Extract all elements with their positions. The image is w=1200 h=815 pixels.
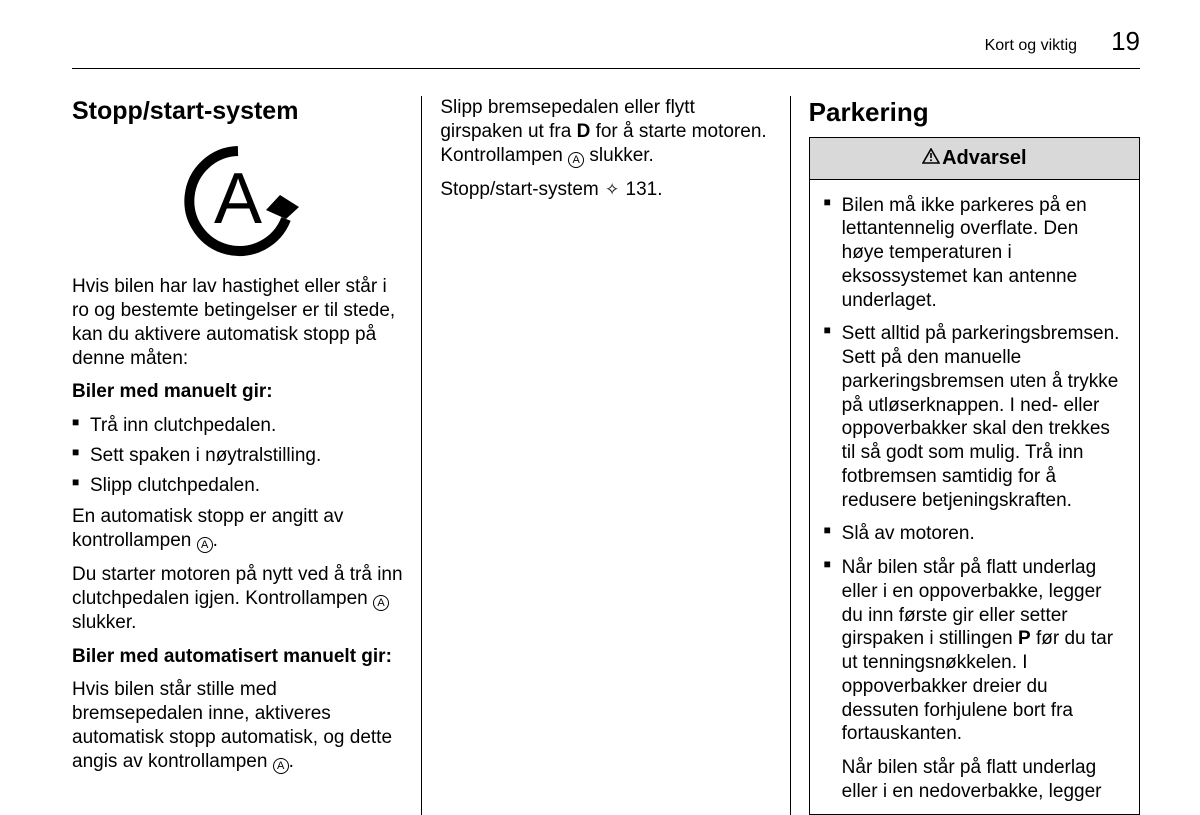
gear-d: D bbox=[577, 121, 591, 142]
warning-box: Advarsel Bilen må ikke parkeres på en le… bbox=[809, 137, 1140, 815]
text: slukker. bbox=[584, 145, 654, 166]
warning-title: Advarsel bbox=[942, 147, 1027, 169]
col2-paragraph-2: Stopp/start-system ✧ 131. bbox=[440, 178, 771, 202]
column-1: Stopp/start-system A Hvis bilen har lav … bbox=[72, 96, 403, 815]
text: slukker. bbox=[72, 612, 136, 633]
manual-gear-list: Trå inn clutchpedalen. Sett spaken i nøy… bbox=[72, 414, 403, 497]
header-title: Kort og viktig bbox=[985, 37, 1077, 55]
column-separator bbox=[421, 96, 422, 815]
page-ref: 131 bbox=[626, 179, 658, 200]
list-item: Slipp clutchpedalen. bbox=[72, 474, 403, 498]
gear-p: P bbox=[1018, 628, 1031, 649]
list-item: Sett alltid på parkeringsbremsen. Sett p… bbox=[824, 322, 1125, 512]
list-item: Slå av motoren. bbox=[824, 522, 1125, 546]
list-item: Bilen må ikke parkeres på en lettantenne… bbox=[824, 194, 1125, 313]
warning-triangle-icon bbox=[922, 146, 940, 171]
text: Stopp/start-system bbox=[440, 179, 604, 200]
warning-tail-text: Når bilen står på flatt underlag eller i… bbox=[824, 756, 1125, 804]
autostop-lamp-icon: A bbox=[273, 758, 289, 774]
text: Du starter motoren på nytt ved å trå inn… bbox=[72, 564, 403, 609]
warning-list: Bilen må ikke parkeres på en lettantenne… bbox=[824, 194, 1125, 747]
column-3: Parkering Advarsel Bilen må ikke parkere… bbox=[809, 96, 1140, 815]
parking-heading: Parkering bbox=[809, 96, 1140, 129]
text: . bbox=[289, 751, 294, 772]
col2-paragraph-1: Slipp bremsepedalen eller flytt girspake… bbox=[440, 96, 771, 168]
text: . bbox=[657, 179, 662, 200]
list-item: Trå inn clutchpedalen. bbox=[72, 414, 403, 438]
warning-body: Bilen må ikke parkeres på en lettantenne… bbox=[810, 180, 1139, 814]
auto-gear-title: Biler med automatisert manuelt gir: bbox=[72, 645, 403, 669]
column-separator bbox=[790, 96, 791, 815]
svg-text:A: A bbox=[214, 159, 262, 239]
auto-gear-text: Hvis bilen står stille med bremsepedalen… bbox=[72, 678, 403, 773]
manual-after-2: Du starter motoren på nytt ved å trå inn… bbox=[72, 563, 403, 635]
page-header: Kort og viktig 19 bbox=[985, 26, 1140, 57]
header-divider bbox=[72, 68, 1140, 69]
warning-header: Advarsel bbox=[810, 138, 1139, 180]
autostop-lamp-icon: A bbox=[568, 152, 584, 168]
manual-gear-title: Biler med manuelt gir: bbox=[72, 380, 403, 404]
autostop-lamp-icon: A bbox=[197, 537, 213, 553]
list-item: Når bilen står på flatt underlag eller i… bbox=[824, 556, 1125, 746]
autostop-lamp-icon: A bbox=[373, 595, 389, 611]
content-columns: Stopp/start-system A Hvis bilen har lav … bbox=[72, 96, 1140, 782]
text: . bbox=[213, 530, 218, 551]
list-item: Sett spaken i nøytralstilling. bbox=[72, 444, 403, 468]
reference-arrow-icon: ✧ bbox=[605, 179, 619, 200]
intro-text: Hvis bilen har lav hastighet eller står … bbox=[72, 275, 403, 370]
page-number: 19 bbox=[1111, 26, 1140, 57]
column-2: Slipp bremsepedalen eller flytt girspake… bbox=[440, 96, 771, 815]
text: Hvis bilen står stille med bremsepedalen… bbox=[72, 679, 392, 771]
manual-after-1: En automatisk stopp er angitt av kontrol… bbox=[72, 505, 403, 553]
auto-stop-icon: A bbox=[138, 137, 338, 257]
stop-start-heading: Stopp/start-system bbox=[72, 96, 403, 127]
